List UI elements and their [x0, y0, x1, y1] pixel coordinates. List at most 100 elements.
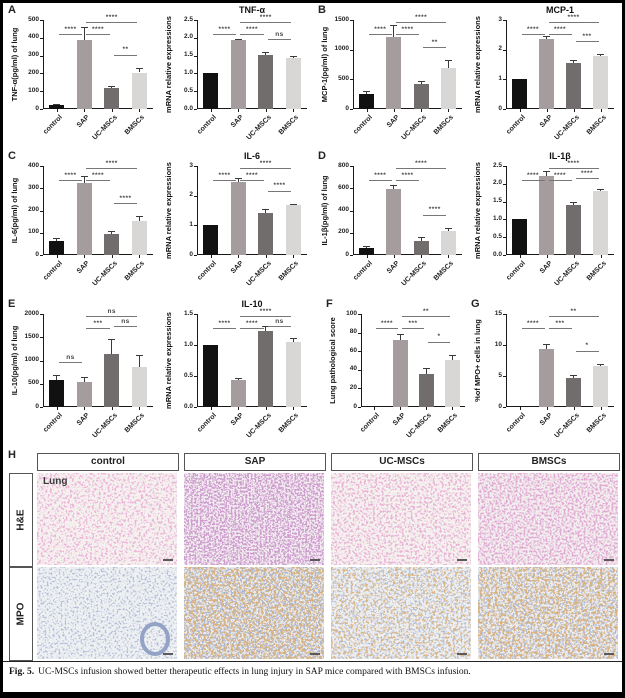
- significance-label: ****: [401, 25, 414, 33]
- error-bar: [447, 60, 449, 69]
- error-bar-cap: [448, 354, 456, 356]
- y-tick-label: 800: [338, 161, 349, 169]
- y-tick-mark: [358, 369, 361, 371]
- error-bar: [393, 184, 395, 190]
- x-tick-mark: [238, 407, 240, 410]
- y-tick-mark: [358, 351, 361, 353]
- significance-label: ***: [582, 32, 592, 40]
- significance-label: ****: [259, 13, 272, 21]
- y-tick-mark: [40, 360, 43, 362]
- significance-label: ****: [64, 171, 77, 179]
- significance-bracket: [267, 190, 292, 192]
- caption-prefix: Fig. 5.: [9, 667, 35, 677]
- scale-bar: [457, 653, 467, 655]
- x-tick-mark: [519, 109, 521, 112]
- error-bar-cap: [53, 103, 61, 105]
- error-bar: [265, 209, 267, 213]
- significance-bracket: [86, 180, 110, 181]
- chart-il6-protein: C IL-6(pg/ml) of lung 0 100 200 300 400 control…: [7, 150, 159, 297]
- panel-letter-d: D: [318, 150, 326, 162]
- significance-bracket: [548, 316, 599, 317]
- histology-image-mpo-control: [37, 567, 177, 659]
- y-tick-mark: [194, 55, 197, 57]
- significance-label: ****: [553, 25, 567, 33]
- y-tick-mark: [503, 255, 506, 256]
- significance-label: ****: [245, 171, 259, 179]
- y-tick-mark: [350, 49, 353, 51]
- significance-bracket: [86, 22, 138, 23]
- y-tick-label: 2: [498, 45, 502, 53]
- y-tick-label: 2.5: [183, 15, 193, 23]
- bar-bmscs: [131, 220, 147, 255]
- y-tick-label: 0: [498, 402, 502, 410]
- x-tick-mark: [600, 109, 602, 112]
- significance-label: ****: [526, 25, 540, 33]
- y-tick-label: 0: [345, 250, 349, 258]
- scale-bar: [310, 653, 320, 655]
- y-tick-label: 15: [494, 309, 502, 317]
- error-bar-cap: [234, 178, 242, 180]
- y-axis-label: mRNA relative expressions: [472, 162, 482, 259]
- y-tick-mark: [503, 314, 506, 315]
- plot-area: [43, 20, 153, 109]
- significance-label: ***: [555, 319, 565, 327]
- histology-image-he-uc-mscs: [331, 473, 471, 565]
- bar-sap: [76, 39, 92, 109]
- error-bar-cap: [597, 54, 604, 56]
- significance-bracket: [240, 180, 264, 181]
- error-bar-cap: [363, 245, 371, 247]
- y-tick-mark: [503, 166, 506, 167]
- error-bar: [546, 36, 547, 40]
- y-tick-mark: [194, 166, 197, 167]
- y-tick-label: 1: [498, 74, 502, 82]
- y-tick-mark: [503, 237, 506, 239]
- error-bar: [573, 375, 574, 378]
- bar-uc-mscs: [566, 205, 581, 255]
- error-bar-cap: [262, 326, 270, 328]
- x-tick-mark: [448, 255, 450, 258]
- chart-title: IL-1β: [549, 151, 571, 161]
- column-header-bmscs: BMSCs: [478, 453, 620, 471]
- x-tick-mark: [84, 407, 86, 410]
- scale-bar: [604, 559, 614, 561]
- bar-uc-mscs: [413, 240, 429, 255]
- bar-uc-mscs: [258, 212, 274, 255]
- x-tick-mark: [546, 255, 548, 258]
- bar-uc-mscs: [413, 84, 429, 109]
- y-tick-label: 2.5: [492, 161, 502, 169]
- y-tick-mark: [40, 91, 43, 93]
- y-tick-label: 0: [498, 104, 502, 112]
- error-bar-cap: [135, 67, 143, 69]
- bar-uc-mscs: [566, 377, 581, 407]
- significance-label: ****: [553, 171, 567, 179]
- x-tick-mark: [293, 255, 295, 258]
- significance-bracket: [521, 180, 545, 181]
- significance-bracket: [86, 316, 138, 317]
- y-tick-mark: [503, 20, 506, 21]
- plot-area: [506, 166, 614, 255]
- x-tick-mark: [600, 407, 602, 410]
- y-tick-mark: [194, 37, 197, 39]
- chart-mpo-cells: G %of MPO+ cells in lung 0 5 10 15 control SAP U…: [470, 298, 620, 449]
- significance-label: **: [431, 38, 438, 46]
- significance-bracket: [368, 180, 392, 181]
- significance-bracket: [212, 180, 237, 181]
- significance-label: ****: [91, 171, 105, 179]
- y-tick-mark: [40, 55, 43, 57]
- y-tick-label: 0.5: [183, 86, 193, 94]
- significance-bracket: [548, 328, 572, 329]
- significance-label: ****: [374, 25, 387, 33]
- x-tick-mark: [400, 407, 401, 410]
- significance-label: **: [570, 307, 577, 315]
- y-tick-label: 1.0: [183, 340, 193, 348]
- error-bar: [399, 333, 401, 341]
- y-tick-label: 0.0: [183, 402, 193, 410]
- y-tick-label: 1: [189, 220, 193, 228]
- bar-uc-mscs: [104, 87, 120, 109]
- significance-label: ****: [259, 159, 272, 167]
- significance-bracket: [548, 168, 599, 169]
- error-bar: [56, 375, 58, 381]
- error-bar-cap: [108, 339, 116, 341]
- y-tick-mark: [40, 383, 43, 385]
